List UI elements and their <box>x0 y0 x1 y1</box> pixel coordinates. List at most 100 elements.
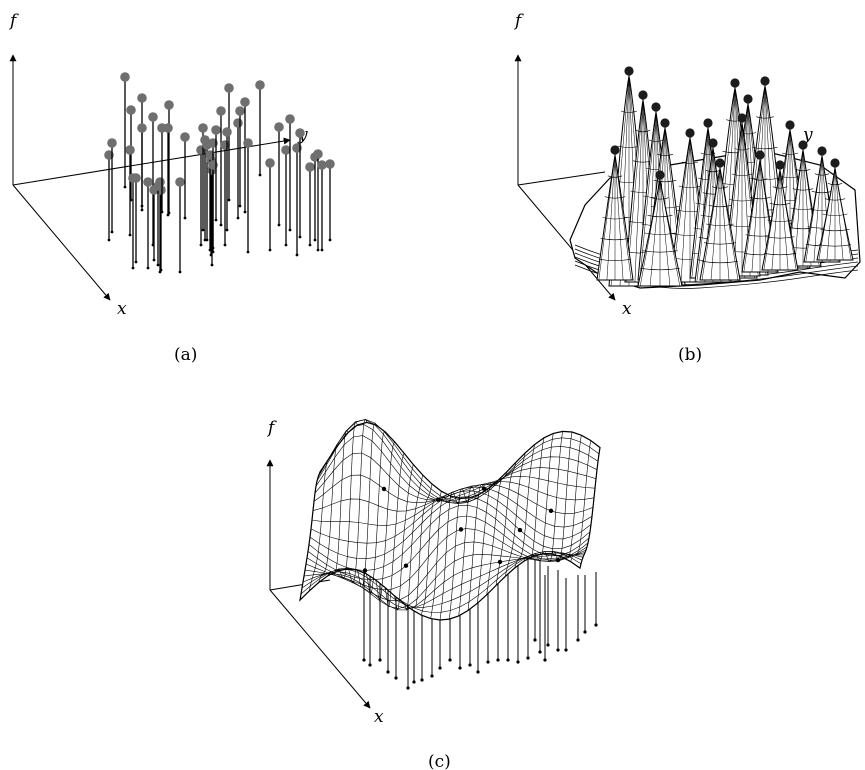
panel-b-peak-meridian <box>614 154 624 281</box>
panel-b-surface <box>569 66 861 289</box>
panel-c-data-marker <box>548 508 554 514</box>
panel-a-data-marker <box>198 123 208 133</box>
panel-b-peak-meridian <box>794 149 804 267</box>
panel-c-stem-base <box>594 623 598 627</box>
panel-a-stem-base <box>178 270 182 274</box>
panel-a-stem-base <box>284 243 288 247</box>
panel-c-grid-line <box>402 474 423 611</box>
panel-c-stem-base <box>533 638 537 642</box>
panel-a-stem-base <box>203 238 207 242</box>
panel-b-data-marker <box>775 160 785 170</box>
panel-a-data-marker <box>295 128 305 138</box>
panel-a-data-marker <box>137 123 147 133</box>
panel-a: f x y (a) <box>8 11 335 365</box>
panel-a-data-marker <box>285 114 295 124</box>
panel-b-peak-meridian <box>719 167 730 281</box>
panel-a-stem-base <box>308 243 312 247</box>
panel-b-peak-meridian <box>818 167 836 261</box>
panel-c-data-marker <box>497 559 503 565</box>
panel-c-stem-base <box>412 680 416 684</box>
panel-a-data-marker <box>180 132 190 142</box>
panel-b-x-label: x <box>622 299 632 319</box>
panel-c-grid-line <box>570 440 591 562</box>
panel-c-stem-base <box>362 658 366 662</box>
panel-a-data-marker <box>240 97 250 107</box>
panel-c-x-axis <box>269 589 371 709</box>
panel-b-peak-meridian <box>680 137 691 283</box>
panel-c-x-label: x <box>374 707 384 727</box>
panel-c-f-label: f <box>266 418 277 438</box>
panel-c-grid-line <box>309 457 330 591</box>
panel-a-data-marker <box>211 125 221 135</box>
panel-b-data-marker <box>760 76 770 86</box>
panel-c-data-marker <box>362 568 368 573</box>
panel-a-axes: f x y <box>8 11 308 319</box>
panel-c-grid-line <box>579 447 601 569</box>
panel-b-peak-meridian <box>779 169 797 271</box>
panel-c-grid-line <box>365 431 386 595</box>
panel-a-stem-base <box>166 213 170 217</box>
panel-c-stem-base <box>394 676 398 680</box>
panel-c-stem-base <box>506 658 510 662</box>
panel-a-stem-base <box>201 228 205 232</box>
panel-c-stem-base <box>476 670 480 674</box>
panel-c-grid-line <box>355 422 377 588</box>
panel-c-grid-line <box>439 491 461 621</box>
panel-b-data-marker <box>715 158 725 168</box>
panel-a-f-label: f <box>8 11 19 31</box>
panel-b-peak-meridian <box>834 167 852 261</box>
panel-b-data-marker <box>660 118 670 128</box>
panel-b-peak-meridian <box>733 122 743 277</box>
panel-a-stem-base <box>320 248 324 252</box>
panel-b-peak-meridian <box>719 167 739 281</box>
panel-c-stem-base <box>538 650 542 654</box>
panel-b-peak <box>816 158 854 261</box>
panel-b-data-marker <box>798 140 808 150</box>
panel-b-peak-meridian <box>606 154 616 281</box>
panel-c-data-marker <box>555 557 561 563</box>
panel-c-data-marker <box>381 486 387 492</box>
panel-b-peak-meridian <box>710 167 721 281</box>
panel-a-data-marker <box>222 127 232 137</box>
panel-c-data-marker <box>403 563 409 568</box>
panel-c-stem-base <box>468 663 472 667</box>
panel-c-grid-line <box>337 421 358 580</box>
panel-a-stem-base <box>219 223 223 227</box>
panel-c-grid-line <box>449 488 470 620</box>
panel-b-peak-meridian <box>751 159 761 273</box>
panel-b-peak-meridian <box>696 147 714 283</box>
panel-c-grid-line <box>523 437 545 562</box>
panel-c-stem-base <box>420 678 424 682</box>
panel-a-data-stems <box>104 72 335 274</box>
panel-a-data-marker <box>274 122 284 132</box>
panel-a-data-marker <box>164 100 174 110</box>
panel-b-peak-meridian <box>649 179 661 287</box>
panel-c-grid-line <box>551 431 573 562</box>
panel-a-data-marker <box>128 173 138 183</box>
panel-c-stem-base <box>516 660 520 664</box>
panel-c-grid-line <box>505 452 526 577</box>
panel-b-data-marker <box>708 138 718 148</box>
panel-c-grid-line <box>514 444 535 569</box>
panel-b-peak-meridian <box>779 169 789 271</box>
panel-b-x-axis <box>517 184 616 301</box>
panel-c-surface <box>299 419 601 690</box>
panel-a-stem-base <box>128 233 132 237</box>
panel-a-data-marker <box>325 159 335 169</box>
panel-c-grid-line <box>458 485 479 616</box>
panel-b-y-axis <box>517 171 606 186</box>
panel-b-peak-meridian <box>743 159 761 273</box>
panel-b-peak-meridian <box>813 155 823 263</box>
panel-a-data-marker <box>233 118 243 128</box>
panel-a-stem-base <box>199 243 203 247</box>
panel-c-grid-line <box>318 443 339 583</box>
panel-b-peak-meridian <box>691 127 709 279</box>
panel-c-stem-base <box>430 674 434 678</box>
panel-c-grid-line <box>346 419 367 584</box>
panel-b-peak <box>761 160 799 271</box>
panel-b-peak-meridian <box>614 154 632 281</box>
panel-a-data-marker <box>175 177 185 187</box>
panel-a-data-marker <box>157 123 167 133</box>
panel-a-stem-base <box>208 248 212 252</box>
